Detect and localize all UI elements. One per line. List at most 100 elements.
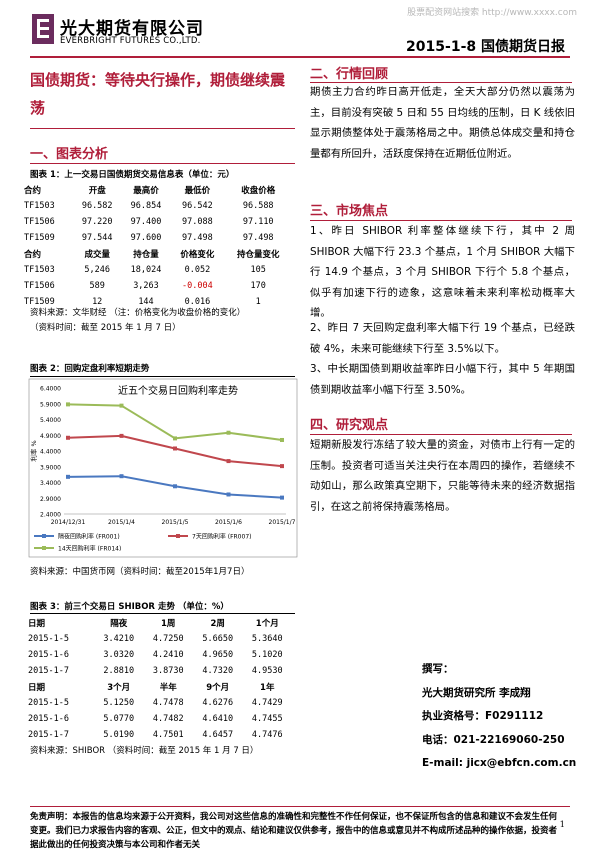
- table-header-cell: 半年: [159, 683, 177, 693]
- data-point: [66, 474, 70, 479]
- table-cell: 2015-1-6: [28, 714, 69, 724]
- author-license: 执业资格号：F0291112: [422, 710, 544, 722]
- section-market-focus: 三、市场焦点: [310, 204, 389, 219]
- y-tick-label: 6.4000: [40, 386, 61, 393]
- table-cell: 97.498: [242, 233, 274, 243]
- shibor-table: 日期 隔夜 1周 2周 1个月 2015-1-5 3.4210 4.7250 5.6650 5.3…: [28, 615, 292, 743]
- market-review-text: 期债主力合约昨日高开低走，全天大部分仍然以震荡为主，目前没有突破 5 日和 55…: [310, 86, 575, 160]
- table-row: TF1506 589 3,263 -0.004 170: [24, 278, 292, 294]
- table-cell: 3,263: [133, 281, 159, 291]
- table-cell: 2015-1-6: [28, 650, 69, 660]
- research-view-text: 短期新股发行冻结了较大量的资金，对债市上行有一定的压制。投资者可适当关注央行在本…: [310, 439, 575, 513]
- table-cell: 96.854: [130, 201, 162, 211]
- series-line: [67, 434, 283, 468]
- data-point: [66, 435, 70, 440]
- company-name-en: EVERBRIGHT FUTURES CO.,LTD.: [60, 36, 201, 46]
- legend-marker: [42, 534, 46, 538]
- legend-marker: [176, 534, 180, 538]
- legend-label: 7天回购利率 (FR007): [192, 533, 251, 541]
- table-row: TF1503 5,246 18,024 0.052 105: [24, 262, 292, 278]
- x-tick-label: 2015/1/5: [162, 519, 189, 526]
- table-header-cell: 收盘价格: [241, 186, 276, 196]
- table-header-cell: 最高价: [133, 186, 159, 196]
- table3-caption-rule: [30, 613, 295, 614]
- table-cell: 97.544: [81, 233, 113, 243]
- footer-rule: [30, 806, 570, 807]
- section-chart-analysis: 一、图表分析: [30, 147, 109, 162]
- table-cell: 1: [255, 297, 261, 307]
- chart-caption-rule: [30, 376, 295, 377]
- section-market-review: 二、行情回顾: [310, 67, 389, 82]
- data-point: [226, 459, 231, 464]
- table-cell: 0.016: [184, 297, 211, 307]
- legend-label: 14天回购利率 (FR014): [58, 545, 121, 553]
- table-cell: 4.9530: [251, 666, 283, 676]
- section-rule: [310, 82, 572, 83]
- table-row: TF1509 97.544 97.600 97.498 97.498: [24, 230, 292, 246]
- table-header-cell: 合约: [24, 250, 42, 260]
- table-cell: 5.0190: [103, 730, 135, 740]
- y-tick-label: 3.4000: [40, 480, 61, 487]
- table-cell: 4.7250: [152, 634, 184, 644]
- chart-title: 近五个交易日回购利率走势: [118, 384, 238, 397]
- section-rule: [310, 220, 572, 221]
- data-point: [119, 403, 124, 408]
- y-tick-label: 4.9000: [40, 433, 61, 440]
- table-header-cell: 日期: [28, 683, 46, 693]
- table-cell: 5.3640: [251, 634, 283, 644]
- table-cell: 105: [250, 265, 266, 275]
- table-cell: 4.7429: [251, 698, 283, 708]
- data-point: [280, 495, 284, 500]
- table-cell: 5.6650: [202, 634, 234, 644]
- disclaimer: 免责声明：本报告的信息均来源于公开资料，我公司对这些信息的准确性和完整性不作任何…: [30, 812, 558, 850]
- table-header-cell: 持仓量变化: [236, 250, 280, 260]
- table-cell: TF1509: [24, 297, 55, 307]
- table-cell: 4.9650: [202, 650, 234, 660]
- table-cell: 2015-1-5: [28, 634, 69, 644]
- table-cell: 5.1020: [251, 650, 283, 660]
- table-header-row: 合约 成交量 持仓量 价格变化 持仓量变化: [24, 246, 292, 262]
- table-header-cell: 1个月: [255, 619, 279, 629]
- data-point: [119, 474, 124, 479]
- table-header-cell: 隔夜: [110, 619, 128, 629]
- table-cell: 4.7501: [152, 730, 184, 740]
- legend-label: 隔夜回购利率 (FR001): [58, 533, 120, 541]
- table-cell: 589: [89, 281, 105, 291]
- table-header-row: 合约 开盘 最高价 最低价 收盘价格: [24, 182, 292, 198]
- table-cell: 2.8810: [103, 666, 135, 676]
- data-point: [173, 436, 177, 441]
- table-row: TF1503 96.582 96.854 96.542 96.588: [24, 198, 292, 214]
- table1-caption: 图表 1：上一交易日国债期货交易信息表（单位：元）: [30, 170, 235, 180]
- y-tick-label: 2.9000: [40, 496, 61, 503]
- table-cell: 5,246: [84, 265, 110, 275]
- data-point: [226, 430, 231, 435]
- chart-caption: 图表 2：回购定盘利率短期走势: [30, 364, 150, 374]
- series-line: [67, 403, 283, 441]
- report-date-title: 2015-1-8 国债期货日报: [406, 39, 565, 55]
- headline: 国债期货：等待央行操作，期债继续震荡: [30, 71, 286, 117]
- y-tick-label: 3.9000: [40, 464, 61, 471]
- company-logo: [32, 14, 54, 44]
- x-tick-label: 2015/1/6: [215, 519, 242, 526]
- table-row: TF1506 97.220 97.400 97.088 97.110: [24, 214, 292, 230]
- market-focus-item: 3、中长期国债到期收益率昨日小幅下行，其中 5 年期国债到期收益率小幅下行至 3…: [310, 363, 575, 396]
- table-cell: 96.542: [182, 201, 213, 211]
- table-header-cell: 3个月: [107, 683, 131, 693]
- table-cell: TF1509: [24, 233, 55, 243]
- x-tick-label: 2015/1/4: [108, 519, 135, 526]
- table-header-row: 日期 隔夜 1周 2周 1个月: [28, 615, 292, 631]
- table-header-cell: 2周: [210, 619, 225, 629]
- table-row: 2015-1-5 3.4210 4.7250 5.6650 5.3640: [28, 631, 292, 647]
- table-cell: 4.6410: [202, 714, 234, 724]
- data-point: [173, 484, 177, 489]
- table-cell: 96.582: [81, 201, 113, 211]
- watermark: 股票配资网站搜索 http://www.xxxx.com: [407, 8, 577, 18]
- table-row: 2015-1-6 5.0770 4.7482 4.6410 4.7455: [28, 711, 292, 727]
- table1-source: 资料来源：文华财经 （注：价格变化为收盘价格的变化）: [30, 308, 246, 318]
- table-cell: -0.004: [182, 281, 213, 291]
- table-cell: 97.498: [182, 233, 213, 243]
- table-cell: 97.220: [81, 217, 113, 227]
- table-cell: 97.088: [182, 217, 213, 227]
- table-header-cell: 日期: [28, 619, 46, 629]
- table-header-cell: 合约: [24, 186, 42, 196]
